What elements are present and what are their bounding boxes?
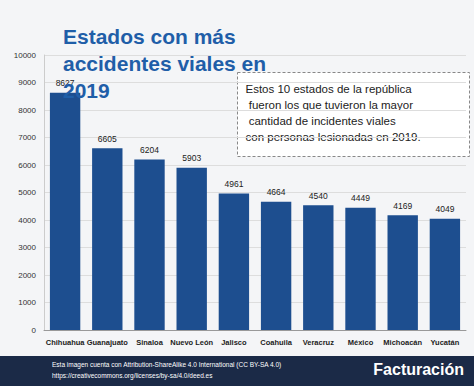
- svg-text:10000: 10000: [14, 51, 37, 60]
- svg-text:8000: 8000: [18, 106, 36, 115]
- svg-text:Coahuila: Coahuila: [260, 338, 292, 347]
- svg-text:accidentes viales en: accidentes viales en: [63, 52, 272, 75]
- svg-text:Michoacán: Michoacán: [383, 338, 422, 347]
- svg-text:4169: 4169: [393, 201, 412, 211]
- svg-text:3000: 3000: [18, 243, 36, 252]
- svg-text:https://creativecommons.org/li: https://creativecommons.org/licenses/by-…: [52, 372, 213, 380]
- svg-text:Jalisco: Jalisco: [221, 338, 247, 347]
- svg-text:con personas lesionadas en 201: con personas lesionadas en 2019.: [246, 131, 421, 143]
- svg-text:Esta imagen cuenta con Attribu: Esta imagen cuenta con Attribution-Share…: [52, 361, 281, 369]
- svg-text:Guanajuato: Guanajuato: [87, 338, 129, 347]
- svg-text:cantidad de incidentes viales: cantidad de incidentes viales: [246, 115, 399, 127]
- svg-text:7000: 7000: [18, 133, 36, 142]
- svg-text:Nuevo León: Nuevo León: [170, 338, 213, 347]
- svg-text:Chihuahua: Chihuahua: [46, 338, 86, 347]
- svg-text:0: 0: [32, 326, 37, 335]
- svg-text:6204: 6204: [140, 145, 159, 155]
- svg-text:Estos 10 estados de la repúbli: Estos 10 estados de la república: [246, 83, 413, 95]
- svg-text:5000: 5000: [18, 188, 36, 197]
- svg-text:Sinaloa: Sinaloa: [136, 338, 164, 347]
- svg-text:fueron los que tuvieron la may: fueron los que tuvieron la mayor: [246, 99, 414, 111]
- svg-text:Facturación: Facturación: [373, 361, 464, 378]
- svg-text:4449: 4449: [351, 193, 370, 203]
- svg-text:4664: 4664: [267, 187, 286, 197]
- svg-text:4540: 4540: [309, 191, 328, 201]
- svg-text:Yucatán: Yucatán: [431, 338, 460, 347]
- svg-text:Estados con más: Estados con más: [63, 25, 242, 48]
- svg-text:Veracruz: Veracruz: [303, 338, 335, 347]
- svg-text:1000: 1000: [18, 298, 36, 307]
- svg-text:9000: 9000: [18, 78, 36, 87]
- svg-text:2000: 2000: [18, 271, 36, 280]
- svg-text:6000: 6000: [18, 161, 36, 170]
- svg-text:México: México: [348, 338, 374, 347]
- svg-text:6605: 6605: [98, 134, 117, 144]
- svg-text:4049: 4049: [435, 204, 454, 214]
- svg-text:4000: 4000: [18, 216, 36, 225]
- svg-text:5903: 5903: [182, 153, 201, 163]
- svg-text:4961: 4961: [224, 179, 243, 189]
- svg-text:2019: 2019: [63, 79, 110, 102]
